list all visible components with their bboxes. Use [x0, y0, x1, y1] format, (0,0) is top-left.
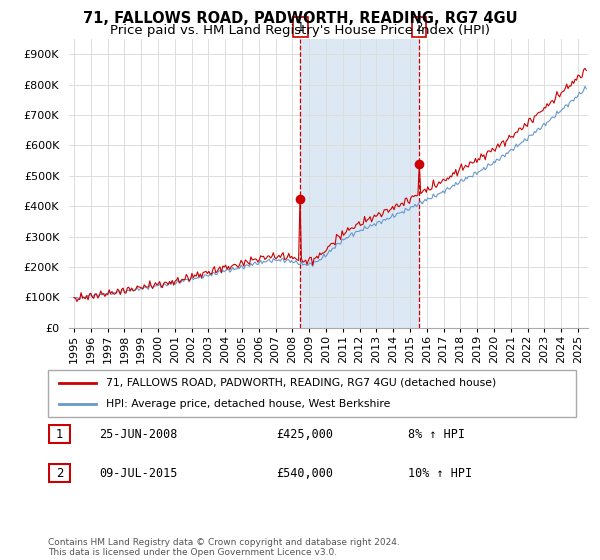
Text: £540,000: £540,000	[276, 466, 333, 480]
Text: HPI: Average price, detached house, West Berkshire: HPI: Average price, detached house, West…	[106, 399, 391, 409]
FancyBboxPatch shape	[49, 464, 70, 482]
Text: 25-JUN-2008: 25-JUN-2008	[99, 427, 178, 441]
Text: 2: 2	[56, 466, 63, 480]
Text: 71, FALLOWS ROAD, PADWORTH, READING, RG7 4GU (detached house): 71, FALLOWS ROAD, PADWORTH, READING, RG7…	[106, 378, 496, 388]
Text: Contains HM Land Registry data © Crown copyright and database right 2024.
This d: Contains HM Land Registry data © Crown c…	[48, 538, 400, 557]
Bar	[301, 39, 419, 328]
Text: 1: 1	[297, 21, 304, 34]
Text: Price paid vs. HM Land Registry's House Price Index (HPI): Price paid vs. HM Land Registry's House …	[110, 24, 490, 37]
FancyBboxPatch shape	[49, 425, 70, 443]
FancyBboxPatch shape	[48, 370, 576, 417]
Text: 71, FALLOWS ROAD, PADWORTH, READING, RG7 4GU: 71, FALLOWS ROAD, PADWORTH, READING, RG7…	[83, 11, 517, 26]
Text: 1: 1	[56, 427, 63, 441]
Text: 09-JUL-2015: 09-JUL-2015	[99, 466, 178, 480]
Text: 10% ↑ HPI: 10% ↑ HPI	[408, 466, 472, 480]
Text: 8% ↑ HPI: 8% ↑ HPI	[408, 427, 465, 441]
Text: £425,000: £425,000	[276, 427, 333, 441]
Text: 2: 2	[415, 21, 422, 34]
